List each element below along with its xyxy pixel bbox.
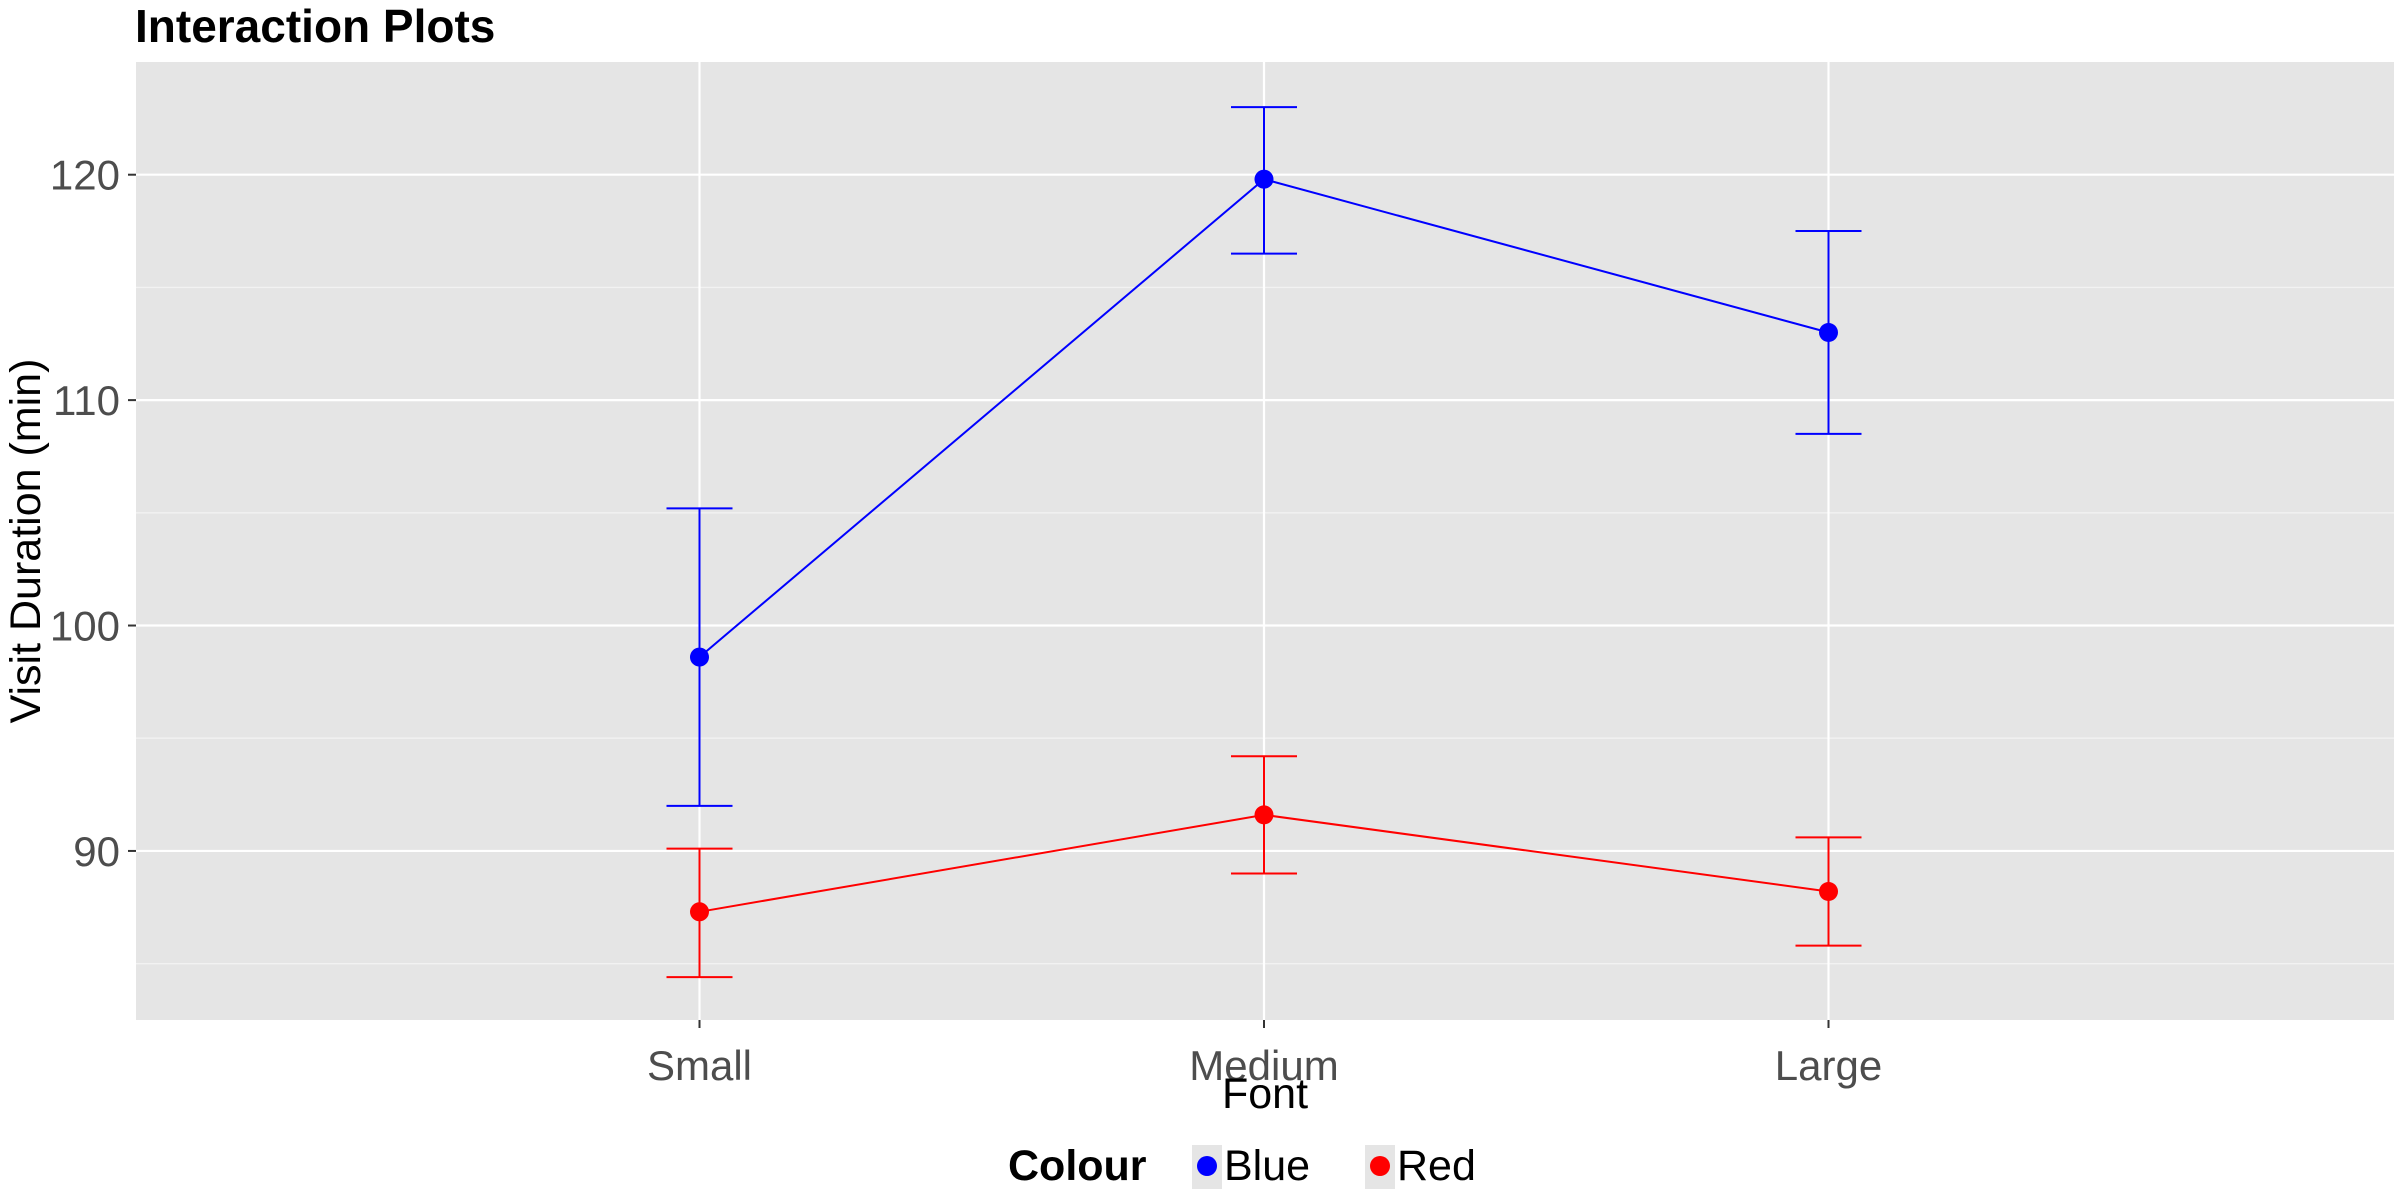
x-tick-label: Large	[1775, 1042, 1882, 1089]
y-tick-label: 100	[50, 603, 120, 650]
x-axis: Small Medium Large	[647, 1020, 1882, 1089]
x-tick-label: Small	[647, 1042, 752, 1089]
legend-title: Colour	[1008, 1142, 1147, 1190]
y-tick-label: 120	[50, 152, 120, 199]
chart-title: Interaction Plots	[135, 0, 495, 52]
legend-label-red: Red	[1397, 1142, 1476, 1190]
y-axis: 90 100 110 120	[50, 152, 136, 875]
data-point-red	[690, 902, 709, 922]
data-point-red	[1254, 805, 1274, 825]
data-point-red	[1819, 882, 1838, 902]
series-layer	[666, 106, 1862, 979]
data-point-blue	[1819, 322, 1838, 342]
legend-label-blue: Blue	[1224, 1142, 1310, 1190]
data-point-blue	[1254, 169, 1274, 189]
y-tick-label: 90	[73, 828, 120, 875]
data-point-blue	[690, 647, 709, 667]
x-axis-title: Font	[1222, 1070, 1308, 1118]
legend: Colour Blue Red	[1008, 1142, 1476, 1190]
legend-key-red	[1370, 1156, 1390, 1176]
x-tick-label: Medium	[1189, 1042, 1338, 1089]
legend-key-blue	[1197, 1156, 1217, 1176]
y-axis-title: Visit Duration (min)	[2, 359, 50, 724]
y-tick-label: 110	[53, 377, 120, 424]
